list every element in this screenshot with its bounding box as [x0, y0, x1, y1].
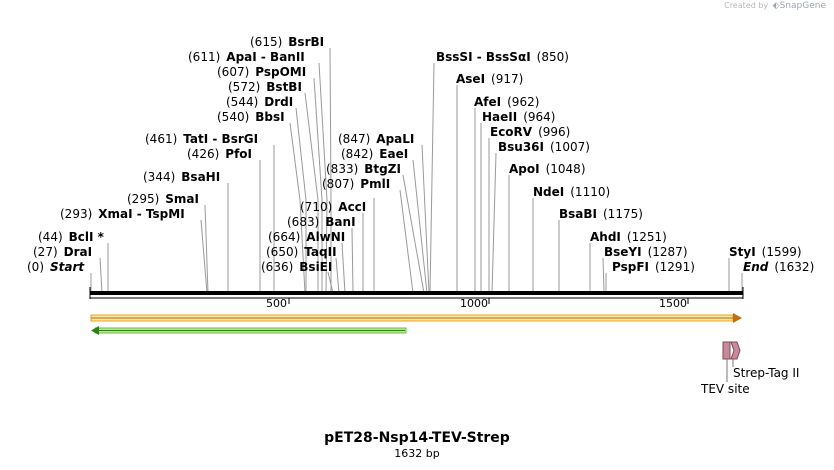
- site-styi[interactable]: StyI (1599): [729, 245, 802, 259]
- site-drdi[interactable]: (544) DrdI: [226, 95, 294, 109]
- snapgene-logo: ⬖SnapGene: [772, 1, 826, 11]
- site-haeii[interactable]: HaeII (964): [482, 110, 556, 124]
- site-bsabi[interactable]: BsaBI (1175): [559, 207, 643, 221]
- site-tati-bsrgi[interactable]: (461) TatI - BsrGI: [145, 132, 259, 146]
- connector-bseyi: [602, 257, 605, 294]
- site-alwni[interactable]: (664) AlwNI: [268, 230, 346, 244]
- connector-lines: [90, 47, 743, 294]
- tick-label-1000: 1000: [460, 297, 488, 310]
- site-bstbi[interactable]: (572) BstBI: [228, 80, 302, 94]
- connector-alwni: [341, 242, 346, 294]
- site-taqii[interactable]: (650) TaqII: [266, 245, 337, 259]
- site-afei[interactable]: AfeI (962): [474, 95, 540, 109]
- site-ahdi[interactable]: AhdI (1251): [590, 230, 667, 244]
- dna-backbone: [90, 291, 743, 295]
- site-pmli[interactable]: (807) PmlI: [322, 177, 391, 191]
- strep-tag-label[interactable]: Strep-Tag II: [733, 366, 800, 380]
- site-asei[interactable]: AseI (917): [456, 72, 524, 86]
- site-pfoi[interactable]: (426) PfoI: [187, 147, 253, 161]
- connector-bsu36i: [491, 152, 497, 294]
- map-length: 1632 bp: [394, 447, 440, 460]
- tev-site-feature: [722, 341, 731, 360]
- connector-bsrbi: [329, 47, 332, 201]
- connector-bsssi: [429, 62, 435, 294]
- strep-tag-feature: [730, 341, 741, 360]
- connector-bani: [351, 227, 354, 294]
- site-bsahi[interactable]: (344) BsaHI: [143, 170, 221, 184]
- tick-label-500: 500: [266, 297, 287, 310]
- site-drai[interactable]: (27) DraI: [33, 245, 93, 259]
- connector-bbsi: [289, 122, 301, 201]
- connector-pmli: [399, 189, 414, 294]
- tick-label-1500: 1500: [659, 297, 687, 310]
- site-apai-banii[interactable]: (611) ApaI - BanII: [188, 50, 305, 64]
- site-ndei[interactable]: NdeI (1110): [533, 185, 611, 199]
- site-bbsi[interactable]: (540) BbsI: [217, 110, 285, 124]
- connector-xmai: [200, 219, 208, 294]
- snapgene-watermark: Created by ⬖SnapGene: [724, 1, 826, 11]
- site-end[interactable]: End (1632): [743, 260, 815, 274]
- site-xmai-tspmi[interactable]: (293) XmaI - TspMI: [60, 207, 185, 221]
- connector-bstbi: [304, 92, 319, 201]
- site-btgzi[interactable]: (833) BtgZI: [326, 162, 401, 176]
- site-bani[interactable]: (683) BanI: [287, 215, 356, 229]
- connector-apali: [421, 144, 430, 294]
- site-bsrbi[interactable]: (615) BsrBI: [250, 35, 325, 49]
- tev-site-label[interactable]: TEV site: [701, 382, 750, 396]
- connector-drdi: [295, 107, 307, 201]
- site-bsiei[interactable]: (636) BsiEI: [261, 260, 333, 274]
- connector-pspomi: [313, 77, 323, 201]
- green-arrow-head: [91, 326, 99, 335]
- site-bcli[interactable]: (44) BclI *: [38, 230, 104, 244]
- connector-taqii: [335, 257, 340, 294]
- site-apoi[interactable]: ApoI (1048): [509, 162, 586, 176]
- site-start[interactable]: (0) Start: [27, 260, 85, 274]
- site-bsssi[interactable]: BssSI - BssSαI (850): [436, 50, 569, 64]
- connector-apai: [318, 62, 328, 201]
- site-eaei[interactable]: (842) EaeI: [341, 147, 409, 161]
- site-pspomi[interactable]: (607) PspOMI: [217, 65, 307, 79]
- connector-drai: [99, 257, 103, 294]
- connector-bsiei: [327, 271, 334, 294]
- site-acci[interactable]: (710) AccI: [300, 200, 367, 214]
- site-bsu36i[interactable]: Bsu36I (1007): [498, 140, 590, 154]
- site-smai[interactable]: (295) SmaI: [127, 192, 199, 206]
- orf-arrow-head: [733, 313, 742, 323]
- site-pspfi[interactable]: PspFI (1291): [612, 260, 695, 274]
- site-apali[interactable]: (847) ApaLI: [338, 132, 415, 146]
- connector-btgzi: [402, 174, 425, 294]
- site-ecorv[interactable]: EcoRV (996): [490, 125, 571, 139]
- site-bseyi[interactable]: BseYI (1287): [604, 245, 688, 259]
- connector-eaei: [412, 159, 428, 294]
- map-title: pET28-Nsp14-TEV-Strep: [324, 430, 510, 446]
- connector-smai: [204, 204, 209, 294]
